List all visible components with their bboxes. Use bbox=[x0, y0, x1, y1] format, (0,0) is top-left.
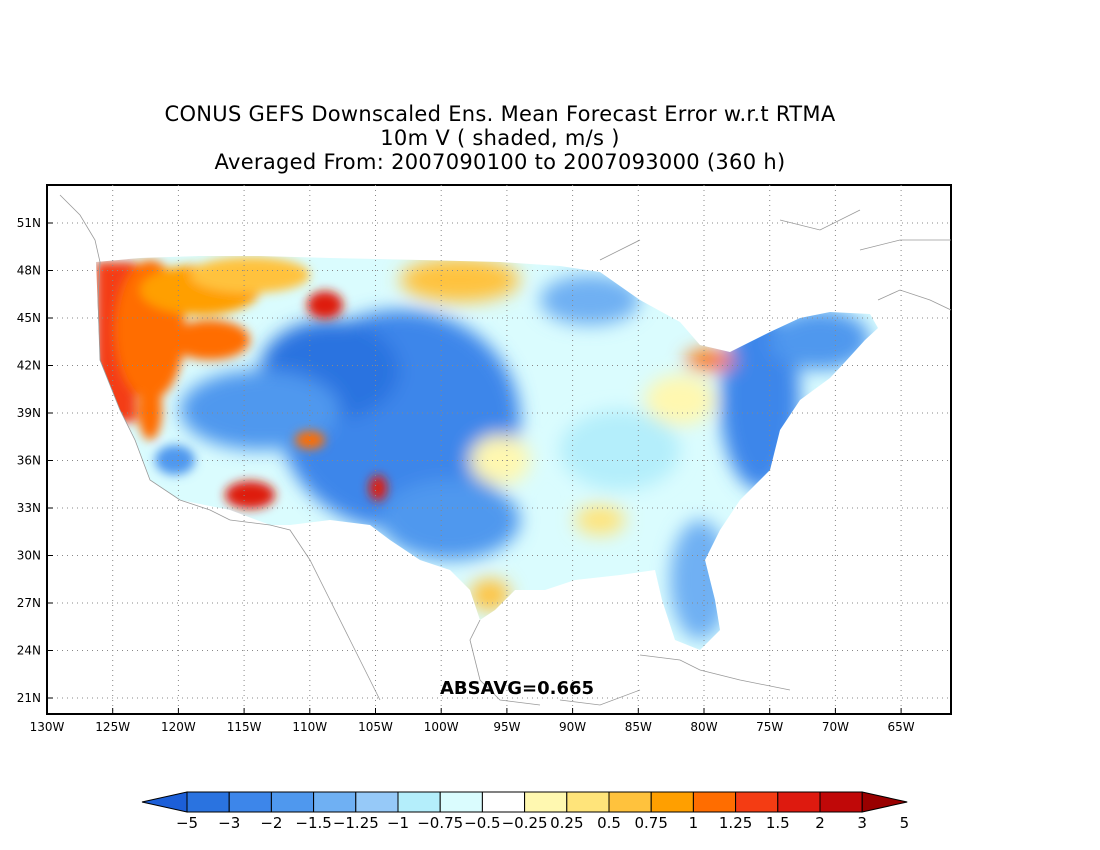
colorbar-swatch bbox=[777, 791, 821, 813]
colorbar-label: 0.5 bbox=[597, 814, 621, 832]
colorbar-label: −5 bbox=[176, 814, 198, 832]
lat-tick-label: 36N bbox=[17, 454, 41, 468]
lon-tick-label: 80W bbox=[690, 720, 717, 734]
colorbar-arrow-left bbox=[141, 791, 188, 813]
colorbar-label: 5 bbox=[900, 814, 910, 832]
lon-tick-label: 70W bbox=[822, 720, 849, 734]
colorbar-label: −0.75 bbox=[417, 814, 463, 832]
colorbar-label: −0.5 bbox=[464, 814, 500, 832]
colorbar-swatch bbox=[186, 791, 230, 813]
lat-tick-label: 21N bbox=[17, 691, 41, 705]
grid-lines bbox=[47, 185, 951, 714]
colorbar-labels: −5 −3 −2 −1.5 −1.25 −1 −0.75 −0.5 −0.25 0.25 0.5 0.… bbox=[176, 814, 909, 832]
colorbar-label: 1.5 bbox=[766, 814, 790, 832]
colorbar-swatch bbox=[313, 791, 357, 813]
lon-tick-label: 65W bbox=[888, 720, 915, 734]
lat-tick-label: 39N bbox=[17, 406, 41, 420]
colorbar-label: 3 bbox=[857, 814, 867, 832]
lat-tick-label: 45N bbox=[17, 311, 41, 325]
colorbar-swatch bbox=[397, 791, 441, 813]
colorbar-label: −2 bbox=[260, 814, 282, 832]
colorbar-label: 0.75 bbox=[634, 814, 667, 832]
lon-tick-label: 95W bbox=[493, 720, 520, 734]
coastlines bbox=[59, 194, 952, 706]
colorbar-label: 2 bbox=[815, 814, 825, 832]
lon-tick-label: 100W bbox=[424, 720, 459, 734]
absavg-label: ABSAVG=0.665 bbox=[440, 678, 594, 699]
title-line-2: 10m V ( shaded, m/s ) bbox=[380, 126, 620, 150]
colorbar-label: −3 bbox=[218, 814, 240, 832]
colorbar-swatch bbox=[355, 791, 399, 813]
colorbar-swatch bbox=[228, 791, 272, 813]
colorbar-label: −1 bbox=[387, 814, 409, 832]
colorbar-arrow-right bbox=[861, 791, 908, 813]
title-line-1: CONUS GEFS Downscaled Ens. Mean Forecast… bbox=[164, 102, 836, 126]
colorbar-label: −0.25 bbox=[502, 814, 548, 832]
colorbar-swatch bbox=[481, 791, 526, 813]
lon-tick-label: 120W bbox=[161, 720, 196, 734]
colorbar-swatch bbox=[692, 791, 737, 813]
lat-tick-label: 48N bbox=[17, 264, 41, 278]
colorbar-label: 1.25 bbox=[719, 814, 752, 832]
lon-tick-label: 130W bbox=[30, 720, 65, 734]
colorbar-swatch bbox=[439, 791, 483, 813]
latitude-axis: 51N 48N 45N 42N 39N 36N 33N 30N 27N 24N 21N bbox=[17, 216, 53, 705]
lat-tick-label: 51N bbox=[17, 216, 41, 230]
lat-tick-label: 30N bbox=[17, 549, 41, 563]
colorbar-swatch bbox=[819, 791, 863, 813]
colorbar-label: 0.25 bbox=[550, 814, 583, 832]
lon-tick-label: 110W bbox=[292, 720, 327, 734]
lon-tick-label: 125W bbox=[95, 720, 130, 734]
colorbar bbox=[141, 791, 908, 813]
colorbar-label: 1 bbox=[689, 814, 699, 832]
colorbar-swatch bbox=[566, 791, 610, 813]
lon-tick-label: 85W bbox=[625, 720, 652, 734]
lon-tick-label: 90W bbox=[559, 720, 586, 734]
lon-tick-label: 115W bbox=[227, 720, 262, 734]
chart-title: CONUS GEFS Downscaled Ens. Mean Forecast… bbox=[0, 102, 1000, 174]
lat-tick-label: 27N bbox=[17, 596, 41, 610]
colorbar-label: −1.25 bbox=[333, 814, 379, 832]
colorbar-swatch bbox=[524, 791, 568, 813]
lat-tick-label: 24N bbox=[17, 644, 41, 658]
lat-tick-label: 42N bbox=[17, 359, 41, 373]
lon-tick-label: 105W bbox=[358, 720, 393, 734]
lon-tick-label: 75W bbox=[756, 720, 783, 734]
colorbar-swatch bbox=[608, 791, 652, 813]
colorbar-swatch bbox=[270, 791, 315, 813]
longitude-axis: 130W 125W 120W 115W 110W 105W 100W 95W 90W 85W 80W… bbox=[30, 708, 915, 734]
title-line-3: Averaged From: 2007090100 to 2007093000 … bbox=[214, 150, 786, 174]
colorbar-swatch bbox=[735, 791, 779, 813]
colorbar-label: −1.5 bbox=[295, 814, 331, 832]
lat-tick-label: 33N bbox=[17, 501, 41, 515]
colorbar-swatch bbox=[650, 791, 694, 813]
